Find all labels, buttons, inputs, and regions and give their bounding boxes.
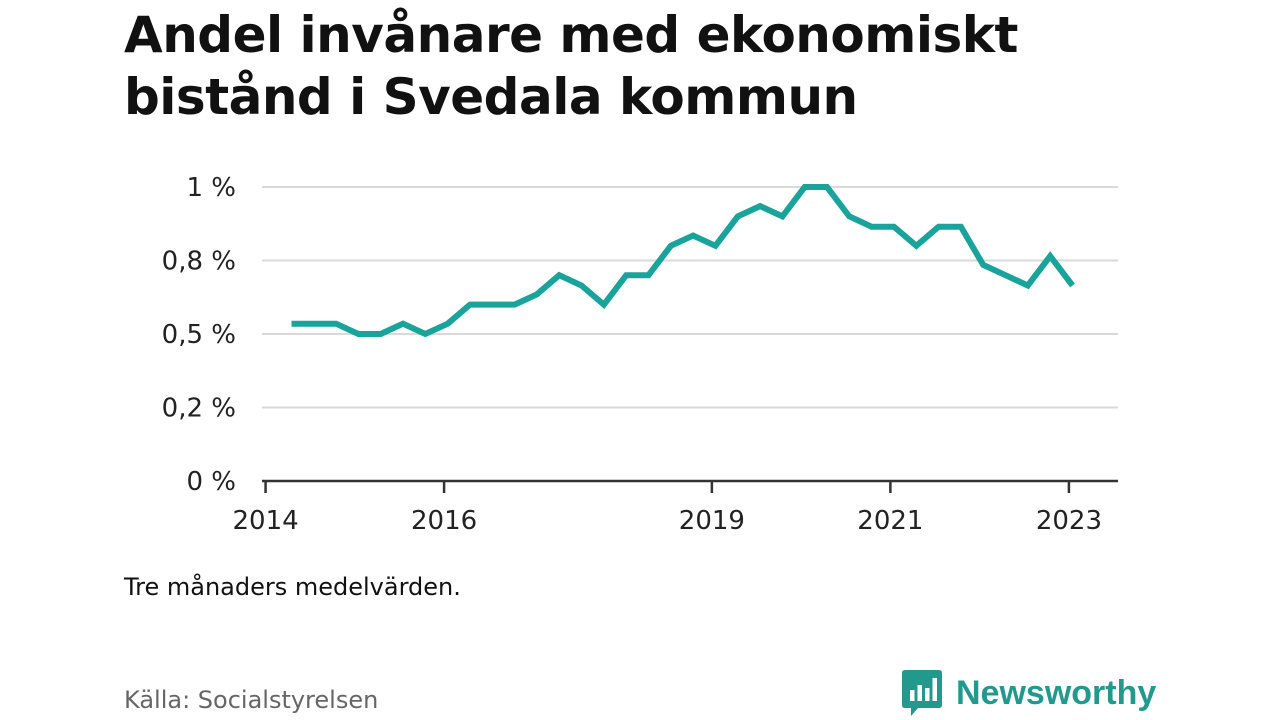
y-tick-label: 0,5 % bbox=[162, 320, 236, 350]
data-point bbox=[378, 331, 384, 337]
data-point bbox=[1025, 283, 1031, 289]
x-tick-label: 2014 bbox=[232, 506, 298, 536]
bar-chart-speech-bubble-icon bbox=[902, 670, 942, 716]
data-point bbox=[735, 213, 741, 219]
data-point bbox=[1047, 253, 1053, 259]
x-tick-label: 2016 bbox=[411, 506, 477, 536]
data-point bbox=[779, 213, 785, 219]
data-point bbox=[422, 331, 428, 337]
data-point bbox=[289, 321, 295, 327]
x-tick-label: 2023 bbox=[1036, 506, 1102, 536]
data-point bbox=[467, 302, 473, 308]
data-point bbox=[958, 224, 964, 230]
data-point bbox=[1070, 283, 1076, 289]
series-line bbox=[291, 184, 1075, 338]
x-axis: 2014 2016 2019 2021 2023 bbox=[232, 479, 1118, 536]
y-tick-label: 0,8 % bbox=[162, 247, 236, 277]
data-point bbox=[980, 262, 986, 268]
x-tick-label: 2021 bbox=[857, 506, 923, 536]
source-credit: Källa: Socialstyrelsen bbox=[124, 686, 379, 714]
data-point bbox=[489, 302, 495, 308]
data-point bbox=[824, 184, 830, 190]
data-point bbox=[355, 331, 361, 337]
data-point bbox=[534, 291, 540, 297]
data-point bbox=[579, 283, 585, 289]
data-point bbox=[712, 243, 718, 249]
data-point bbox=[690, 233, 696, 239]
y-axis-labels: 0 % 0,2 % 0,5 % 0,8 % 1 % bbox=[162, 173, 236, 497]
data-point bbox=[445, 321, 451, 327]
data-point bbox=[646, 272, 652, 278]
brand-name: Newsworthy bbox=[956, 673, 1157, 712]
chart-title: Andel invånare med ekonomiskt bistånd i … bbox=[124, 4, 1184, 128]
series-layer bbox=[289, 184, 1076, 338]
brand-logo: Newsworthy bbox=[902, 670, 1156, 716]
data-point bbox=[311, 321, 317, 327]
chart-title-line-1: Andel invånare med ekonomiskt bbox=[124, 6, 1018, 64]
data-point bbox=[668, 243, 674, 249]
chart-title-line-2: bistånd i Svedala kommun bbox=[124, 68, 858, 126]
data-point bbox=[400, 321, 406, 327]
data-point bbox=[913, 243, 919, 249]
chart-note: Tre månaders medelvärden. bbox=[124, 573, 461, 601]
x-tick-label: 2019 bbox=[679, 506, 745, 536]
data-point bbox=[757, 203, 763, 209]
data-point bbox=[869, 224, 875, 230]
data-point bbox=[333, 321, 339, 327]
y-tick-label: 1 % bbox=[186, 173, 236, 203]
y-tick-label: 0 % bbox=[186, 467, 236, 497]
data-point bbox=[601, 302, 607, 308]
data-point bbox=[512, 302, 518, 308]
gridlines bbox=[262, 186, 1118, 409]
data-point bbox=[1003, 272, 1009, 278]
data-point bbox=[891, 224, 897, 230]
data-point bbox=[846, 213, 852, 219]
data-point bbox=[936, 224, 942, 230]
data-point bbox=[802, 184, 808, 190]
data-point bbox=[556, 272, 562, 278]
y-tick-label: 0,2 % bbox=[162, 394, 236, 424]
data-point bbox=[623, 272, 629, 278]
